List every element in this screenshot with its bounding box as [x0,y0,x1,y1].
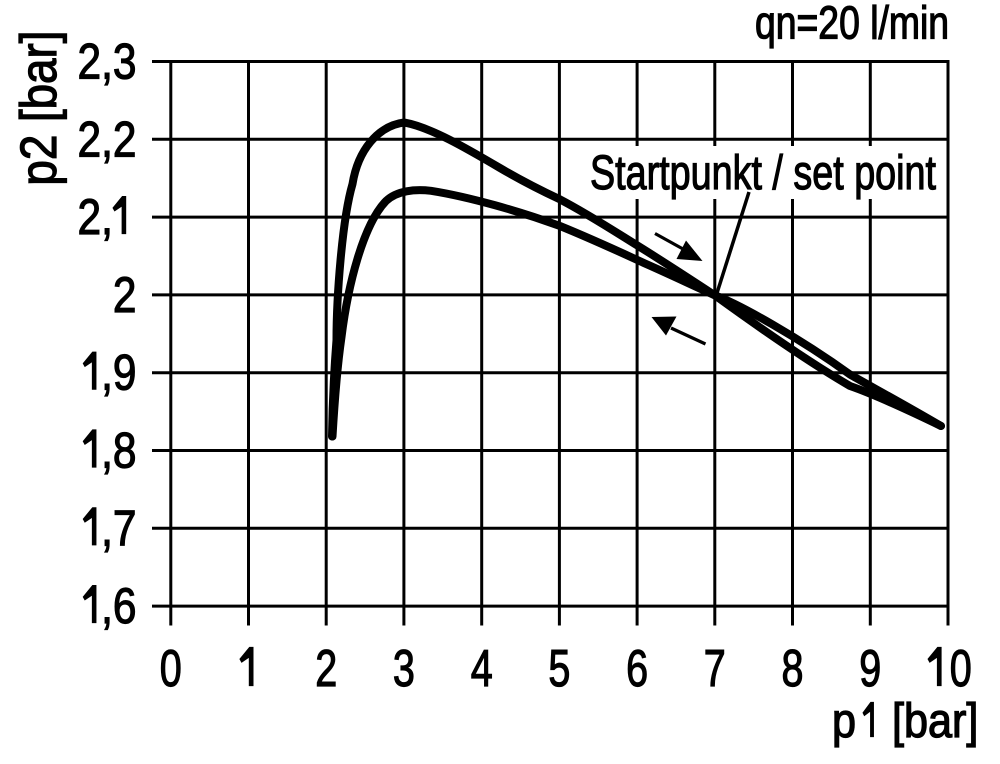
svg-text:2,3: 2,3 [78,34,137,90]
svg-text:Startpunkt / set point: Startpunkt / set point [590,147,936,200]
svg-text:2: 2 [315,640,337,698]
svg-text:8: 8 [782,640,804,698]
svg-text:5: 5 [548,640,570,698]
svg-text:0: 0 [160,640,182,698]
svg-text:,8: ,8 [101,423,136,479]
svg-text:,9: ,9 [101,345,136,401]
svg-text:2,2: 2,2 [78,111,137,167]
svg-text:p2 [bar]: p2 [bar] [10,31,67,186]
svg-text:0: 0 [950,640,972,698]
svg-text:,6: ,6 [101,578,136,634]
svg-text:,7: ,7 [101,500,136,556]
svg-text:9: 9 [859,640,881,698]
svg-text:2,: 2, [78,189,113,245]
svg-text:6: 6 [626,640,648,698]
svg-text:p: p [832,695,856,748]
svg-text:7: 7 [704,640,726,698]
svg-text:[bar]: [bar] [892,695,978,748]
svg-text:3: 3 [393,640,415,698]
svg-text:2: 2 [113,267,137,323]
svg-text:4: 4 [471,640,493,698]
svg-text:qn=20 l/min: qn=20 l/min [755,0,949,49]
